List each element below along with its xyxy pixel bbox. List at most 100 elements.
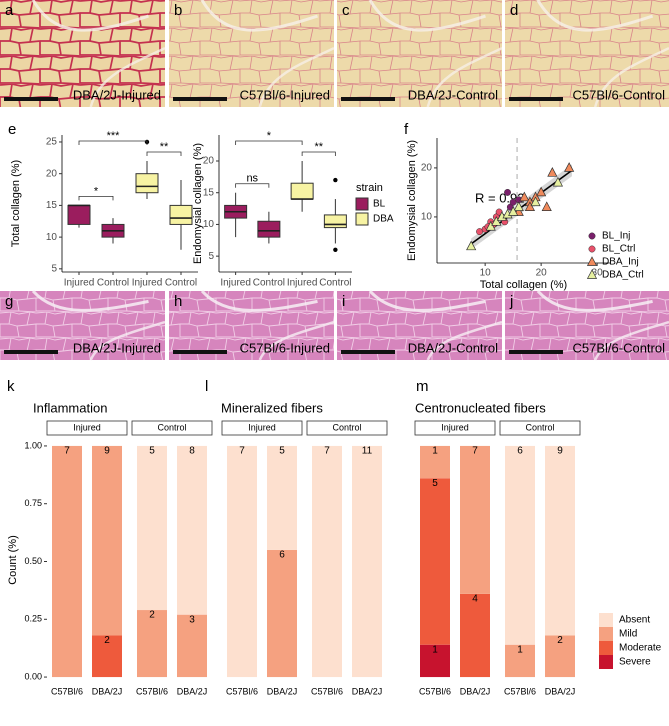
significance-bracket	[146, 151, 182, 157]
image-caption: C57Bl/6-Control	[573, 340, 666, 355]
legend-swatch	[599, 655, 613, 669]
bar-segment	[505, 445, 535, 645]
x-tick-label: Injured	[220, 278, 251, 289]
tissue-gap	[258, 320, 335, 361]
count-label: 2	[149, 610, 155, 621]
significance-label: ns	[246, 173, 258, 185]
bar-segment	[312, 445, 342, 678]
legend-swatch	[599, 613, 613, 627]
legend-label: Absent	[619, 615, 650, 626]
count-label: 5	[432, 478, 438, 489]
panel-letter: j	[509, 293, 513, 310]
bar-segment	[92, 445, 122, 636]
facet-label: Injured	[248, 422, 276, 432]
legend-marker	[586, 269, 598, 279]
panel-letter: b	[174, 2, 182, 19]
box	[323, 214, 347, 229]
facet-strip	[131, 420, 213, 436]
count-label: 5	[149, 446, 155, 457]
legend-marker	[586, 256, 598, 266]
y-tick-label: 20	[203, 156, 215, 167]
y-tick-label: 20	[46, 168, 58, 179]
x-tick-label: Injured	[132, 278, 163, 289]
count-label: 1	[432, 446, 438, 457]
bar-segment	[177, 445, 207, 615]
x-tick-label: C57Bl/6	[51, 686, 83, 696]
tissue-gap	[368, 0, 486, 32]
panel-title: Mineralized fibers	[221, 400, 323, 415]
bar-segment	[137, 610, 167, 678]
x-tick-label: DBA/2J	[92, 686, 123, 696]
x-tick-label: Control	[253, 278, 285, 289]
panel-letter: l	[205, 378, 208, 395]
legend-label: DBA_Inj	[602, 257, 639, 268]
x-tick-label: DBA/2J	[545, 686, 576, 696]
count-label: 7	[239, 446, 245, 457]
point	[466, 240, 477, 251]
x-tick-label: C57Bl/6	[419, 686, 451, 696]
significance-bracket	[301, 151, 336, 157]
count-label: 9	[557, 446, 563, 457]
panel-letter: m	[416, 378, 429, 395]
tissue-gap	[89, 320, 166, 361]
facet-strip	[306, 420, 388, 436]
panel-letter: d	[510, 2, 518, 19]
panel-letter: i	[342, 293, 345, 310]
bar-segment	[137, 445, 167, 611]
count-label: 11	[362, 446, 373, 457]
box	[169, 204, 193, 225]
histology-image	[0, 0, 165, 107]
x-tick-label: Control	[165, 278, 197, 289]
x-tick-label: DBA/2J	[460, 686, 491, 696]
legend-swatch	[599, 627, 613, 641]
panel-letter: h	[174, 293, 182, 310]
tissue-gap	[426, 320, 503, 361]
histology-image	[169, 0, 334, 107]
significance-bracket	[78, 140, 148, 146]
legend-label: DBA_Ctrl	[602, 270, 644, 281]
tissue-gap	[258, 47, 335, 108]
count-label: 4	[472, 593, 478, 604]
point	[536, 186, 547, 197]
y-axis-title: Endomysial collagen (%)	[192, 143, 204, 264]
panel-letter: c	[342, 2, 350, 19]
point	[552, 176, 564, 187]
significance-label: *	[267, 130, 272, 142]
count-label: 5	[279, 446, 285, 457]
point	[564, 162, 575, 172]
x-tick-label: 10	[480, 268, 492, 279]
count-label: 6	[279, 550, 285, 561]
image-caption: C57Bl/6-Control	[573, 87, 666, 102]
scale-bar	[509, 350, 563, 354]
y-axis-title: Count (%)	[7, 535, 19, 585]
point	[530, 196, 541, 207]
legend-swatch	[355, 212, 369, 226]
y-tick-label: 5	[208, 251, 214, 262]
significance-bracket	[235, 183, 270, 188]
histology-image	[505, 0, 669, 107]
x-tick-label: Injured	[287, 278, 318, 289]
tissue-gap	[368, 289, 486, 312]
image-caption: C57Bl/6-Injured	[240, 340, 330, 355]
bar-segment	[545, 445, 575, 636]
y-tick-label: 15	[203, 187, 215, 198]
panel-letter: f	[404, 121, 409, 138]
outlier	[333, 177, 338, 183]
panel-letter: a	[5, 2, 14, 19]
y-tick-label: 0.25	[24, 614, 42, 624]
panel-letter: e	[8, 121, 16, 138]
significance-label: **	[314, 141, 323, 153]
x-tick-label: Control	[319, 278, 351, 289]
bar-segment	[460, 445, 490, 594]
count-label: 7	[472, 446, 478, 457]
tissue-gap	[89, 47, 166, 108]
x-tick-label: Injured	[64, 278, 95, 289]
legend-label: Severe	[619, 657, 651, 668]
bar-segment	[545, 635, 575, 678]
legend-label: BL	[373, 199, 386, 210]
facet-strip	[414, 420, 496, 436]
panel-letter: k	[7, 378, 15, 395]
tissue-gap	[536, 289, 653, 312]
image-caption: DBA/2J-Control	[408, 87, 498, 102]
